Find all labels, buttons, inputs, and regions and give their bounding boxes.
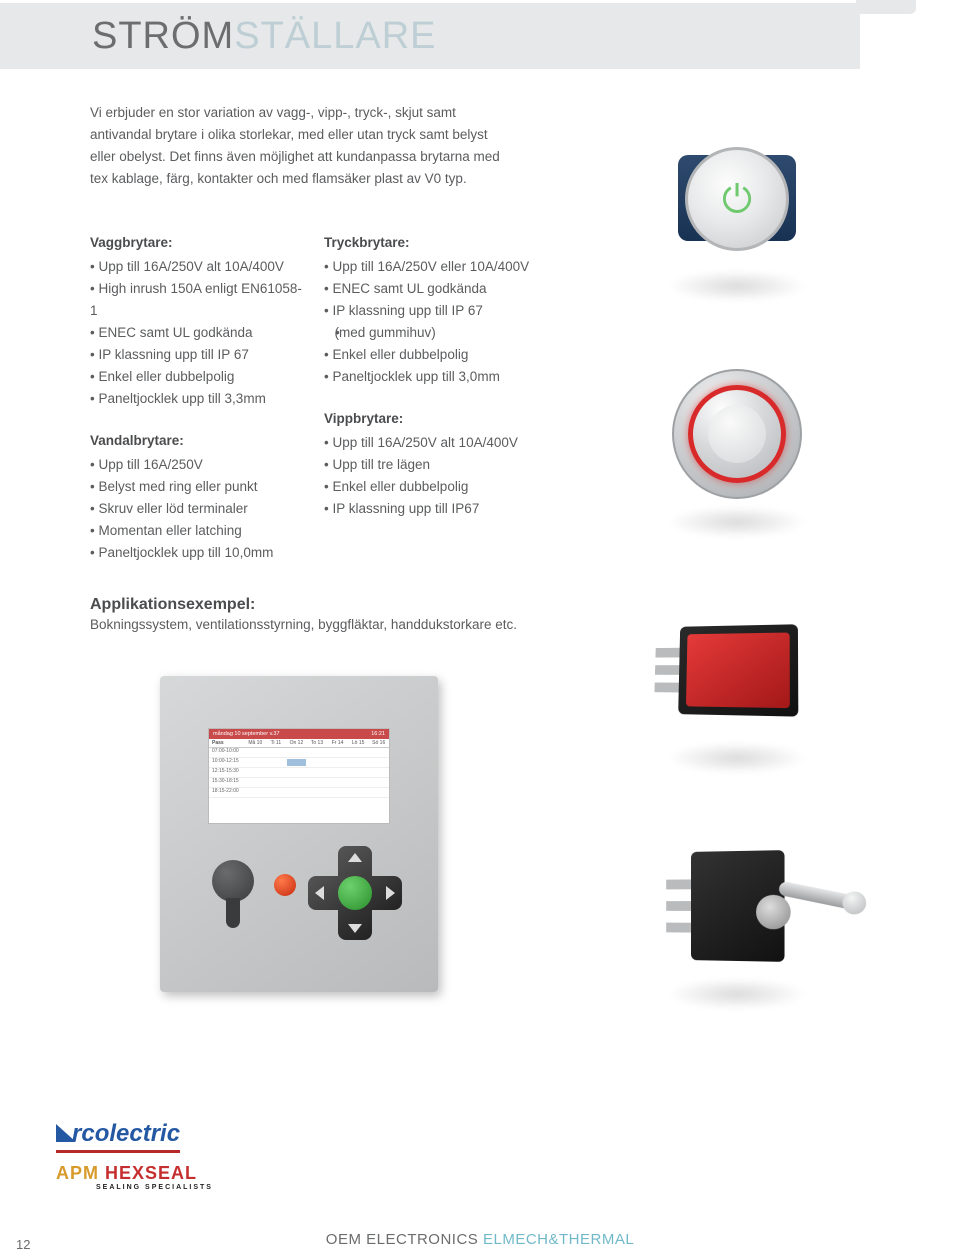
footer: OEM ELECTRONICS ELMECH&THERMAL <box>0 1231 960 1248</box>
list-item: Paneltjocklek upp till 10,0mm <box>90 542 302 564</box>
list-item: Paneltjocklek upp till 3,3mm <box>90 388 302 410</box>
vandal-list: Upp till 16A/250VBelyst med ring eller p… <box>90 454 302 564</box>
tryck-list: Upp till 16A/250V eller 10A/400VENEC sam… <box>324 256 574 388</box>
vipp-title: Vippbrytare: <box>324 408 574 430</box>
app-title: Applikationsexempel: <box>90 596 622 614</box>
list-item: Enkel eller dubbelpolig <box>90 366 302 388</box>
list-item: Belyst med ring eller punkt <box>90 476 302 498</box>
arcolectric-logo: rcolectric <box>56 1120 180 1153</box>
toggle-switch-image <box>647 816 827 996</box>
logos-region: rcolectric APM HEXSEAL SEALING SPECIALIS… <box>56 1120 256 1191</box>
day-col: To 13 <box>307 739 328 747</box>
screen-header-right: 16:21 <box>371 731 385 737</box>
screen-header: måndag 10 september v.37 16:21 <box>209 729 389 739</box>
list-item-sub: (med gummihuv) <box>324 322 574 344</box>
list-item: Upp till 16A/250V alt 10A/400V <box>324 432 574 454</box>
screen-pass-label: Pass <box>209 739 245 747</box>
day-col: Sö 16 <box>368 739 389 747</box>
booking-screen: måndag 10 september v.37 16:21 Pass Må 1… <box>208 728 390 824</box>
screen-time-row: 18:15-22:00 <box>209 788 389 798</box>
tab-spine <box>856 0 916 14</box>
apm-text-2: HEXSEAL <box>105 1163 197 1183</box>
list-item: Skruv eller löd terminaler <box>90 498 302 520</box>
list-item: IP klassning upp till IP 67 <box>324 300 574 322</box>
dpad-control <box>308 846 402 940</box>
list-item: ENEC samt UL godkända <box>90 322 302 344</box>
screen-time-row: 10:00-12:15 <box>209 758 389 768</box>
tryck-title: Tryckbrytare: <box>324 232 574 254</box>
pushbutton-power-image <box>647 108 827 288</box>
title-light: STÄLLARE <box>234 15 436 57</box>
day-col: Må 10 <box>245 739 266 747</box>
day-col: Lö 15 <box>348 739 369 747</box>
arcolectric-text: rcolectric <box>72 1120 180 1147</box>
booking-panel-image: måndag 10 september v.37 16:21 Pass Må 1… <box>160 676 438 992</box>
rocker-switch-image <box>647 580 827 760</box>
list-item: Upp till 16A/250V eller 10A/400V <box>324 256 574 278</box>
red-led-icon <box>274 874 296 896</box>
screen-time-row: 07:00-10:00 <box>209 748 389 758</box>
list-item: High inrush 150A enligt EN61058-1 <box>90 278 302 322</box>
vipp-list: Upp till 16A/250V alt 10A/400VUpp till t… <box>324 432 574 520</box>
list-item: Paneltjocklek upp till 3,0mm <box>324 366 574 388</box>
column-left: Vaggbrytare: Upp till 16A/250V alt 10A/4… <box>90 232 302 584</box>
screen-header-left: måndag 10 september v.37 <box>213 731 280 737</box>
list-item: Upp till 16A/250V <box>90 454 302 476</box>
screen-day-row: Pass Må 10 Ti 11 On 12 To 13 Fr 14 Lö 15… <box>209 739 389 748</box>
footer-right: ELMECH&THERMAL <box>483 1231 634 1248</box>
arrow-left-icon <box>315 886 324 900</box>
header-bar: STRÖMSTÄLLARE <box>0 3 860 69</box>
product-images-column <box>632 108 842 996</box>
list-item: Enkel eller dubbelpolig <box>324 476 574 498</box>
vagg-list: Upp till 16A/250V alt 10A/400VHigh inrus… <box>90 256 302 410</box>
day-col: Ti 11 <box>266 739 287 747</box>
list-item: ENEC samt UL godkända <box>324 278 574 300</box>
footer-left: OEM ELECTRONICS <box>326 1231 483 1248</box>
apm-subtext: SEALING SPECIALISTS <box>96 1184 256 1191</box>
list-item: Upp till 16A/250V alt 10A/400V <box>90 256 302 278</box>
list-item: Upp till tre lägen <box>324 454 574 476</box>
list-item: Enkel eller dubbelpolig <box>324 344 574 366</box>
day-col: Fr 14 <box>327 739 348 747</box>
list-item: IP klassning upp till IP67 <box>324 498 574 520</box>
screen-grid: 07:00-10:0010:00-12:1512:15-15:3015:30-1… <box>209 748 389 798</box>
arrow-up-icon <box>348 853 362 862</box>
screen-time-row: 15:30-18:15 <box>209 778 389 788</box>
page-title: STRÖMSTÄLLARE <box>92 15 437 58</box>
day-col: On 12 <box>286 739 307 747</box>
list-item: IP klassning upp till IP 67 <box>90 344 302 366</box>
dpad-ok-icon <box>338 876 372 910</box>
apm-hexseal-logo: APM HEXSEAL SEALING SPECIALISTS <box>56 1163 256 1191</box>
apm-text-1: APM <box>56 1163 105 1183</box>
column-right: Tryckbrytare: Upp till 16A/250V eller 10… <box>324 232 574 584</box>
content-region: Vi erbjuder en stor variation av vagg-, … <box>90 102 622 636</box>
page-number: 12 <box>16 1237 30 1252</box>
vagg-title: Vaggbrytare: <box>90 232 302 254</box>
list-item: Momentan eller latching <box>90 520 302 542</box>
app-text: Bokningssystem, ventilationsstyrning, by… <box>90 614 622 636</box>
vandal-title: Vandalbrytare: <box>90 430 302 452</box>
intro-paragraph: Vi erbjuder en stor variation av vagg-, … <box>90 102 510 190</box>
screen-time-row: 12:15-15:30 <box>209 768 389 778</box>
vandal-button-image <box>647 344 827 524</box>
arrow-right-icon <box>386 886 395 900</box>
title-strong: STRÖM <box>92 15 234 57</box>
arrow-down-icon <box>348 924 362 933</box>
columns: Vaggbrytare: Upp till 16A/250V alt 10A/4… <box>90 232 622 584</box>
keylock-icon <box>212 860 254 902</box>
